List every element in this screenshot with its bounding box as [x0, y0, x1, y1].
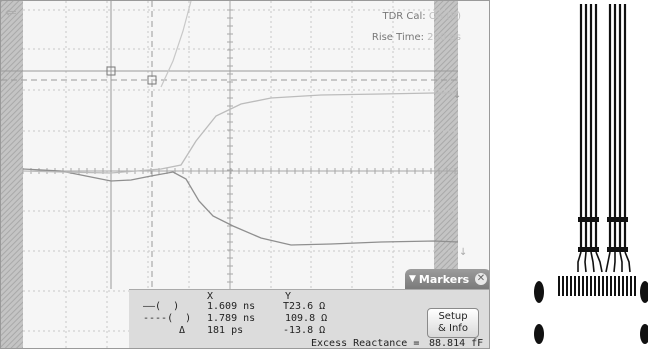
- delta-x-value: 181 ps: [207, 325, 244, 336]
- rise-time-value[interactable]: 200 ps: [427, 32, 461, 43]
- marker2-handle: [147, 75, 157, 85]
- delta-symbol: Δ: [179, 325, 186, 336]
- marker1-handle: [106, 66, 116, 76]
- delta-y-value: -13.8 Ω: [283, 325, 326, 336]
- markers-tab[interactable]: ▼ Markers ✕: [405, 269, 489, 289]
- tdr-scope-display[interactable]: ↓ ↓ ⇐ TDR Cal: On (R) Rise Time: 200 ps …: [0, 0, 490, 349]
- rise-time-readout: Rise Time: 200 ps: [372, 32, 461, 43]
- column-y-header: Y: [285, 291, 292, 302]
- tdr-cal-value[interactable]: On (R): [428, 11, 461, 22]
- marker2-style: ----( ): [143, 313, 192, 324]
- markers-panel: X Y ——( ) 1.609 ns T23.6 Ω ----( ) 1.789…: [129, 289, 489, 349]
- impedance-trace: [22, 168, 459, 246]
- reference-trace: [22, 92, 458, 174]
- trace-end-icon: ↓: [453, 90, 461, 101]
- excess-reactance-value: 88.814 fF: [429, 338, 484, 349]
- pcb-trace-layout-image: [524, 0, 648, 349]
- left-shaded-region: [1, 1, 23, 348]
- setup-info-button[interactable]: Setup & Info: [427, 308, 479, 338]
- close-icon[interactable]: ✕: [475, 273, 487, 285]
- marker1-y-value: T23.6 Ω: [283, 301, 326, 312]
- excess-reactance-label: Excess Reactance =: [311, 338, 420, 349]
- marker2-y-value: 109.8 Ω: [285, 313, 328, 324]
- marker2-x-value: 1.789 ns: [207, 313, 256, 324]
- step-trace: [160, 1, 192, 88]
- setup-label: Setup: [438, 311, 468, 322]
- marker1-style: ——( ): [143, 301, 180, 312]
- pcb-layout-drawing: [534, 4, 648, 344]
- back-arrow-icon: ⇐: [5, 5, 17, 21]
- tdr-cal-label: TDR Cal:: [382, 11, 426, 22]
- column-x-header: X: [207, 291, 214, 302]
- trace-end-icon: ↓: [459, 247, 467, 258]
- rise-time-label: Rise Time:: [371, 32, 424, 43]
- markers-collapse-icon[interactable]: ▼: [409, 274, 416, 284]
- marker1-x-value: 1.609 ns: [207, 301, 256, 312]
- markers-tab-label: Markers: [418, 272, 470, 286]
- info-label: & Info: [438, 323, 468, 334]
- tdr-cal-readout: TDR Cal: On (R): [382, 11, 461, 22]
